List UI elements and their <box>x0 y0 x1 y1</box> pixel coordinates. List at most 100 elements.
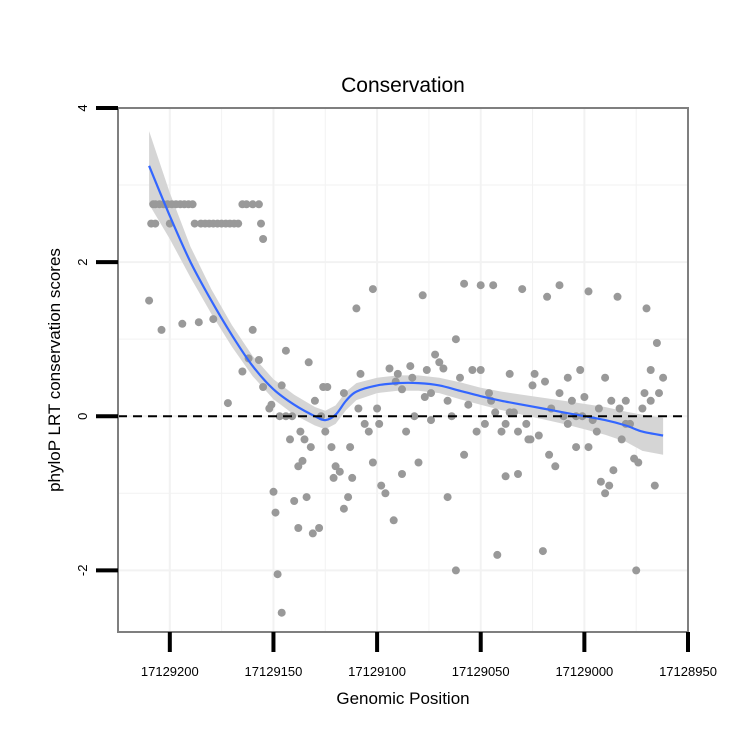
data-point <box>248 200 257 209</box>
y-axis-label: phyloP LRT conservation scores <box>45 248 64 492</box>
data-point <box>360 419 369 428</box>
data-point <box>364 427 373 436</box>
data-point <box>468 366 477 374</box>
data-point <box>420 393 429 401</box>
data-point <box>427 389 435 398</box>
data-point <box>472 427 481 436</box>
data-point <box>302 493 311 502</box>
data-point <box>335 467 344 476</box>
data-point <box>354 404 363 413</box>
data-point <box>393 369 402 378</box>
data-point <box>451 335 460 344</box>
data-point <box>431 350 440 359</box>
data-point <box>596 477 605 486</box>
data-point <box>443 396 452 405</box>
data-point <box>267 400 276 409</box>
data-point <box>368 458 377 467</box>
y-tick-label: -2 <box>75 565 90 577</box>
data-point <box>346 443 355 452</box>
data-point <box>659 373 668 382</box>
data-point <box>323 383 332 391</box>
data-point <box>501 472 510 481</box>
data-point <box>480 419 489 428</box>
data-point <box>493 550 502 559</box>
data-point <box>321 427 330 436</box>
data-point <box>269 487 278 496</box>
data-point <box>524 435 533 444</box>
data-point <box>640 389 649 398</box>
data-point <box>567 396 576 405</box>
data-point <box>209 315 218 324</box>
data-point <box>609 466 618 475</box>
x-tick-label: 17129100 <box>348 664 406 679</box>
data-point <box>642 304 651 313</box>
data-point <box>306 443 315 452</box>
data-point <box>327 443 336 452</box>
data-point <box>584 287 593 296</box>
data-point <box>254 200 263 209</box>
data-point <box>528 381 537 390</box>
data-point <box>443 493 452 502</box>
data-point <box>315 524 324 532</box>
data-point <box>476 366 485 374</box>
data-point <box>273 570 282 579</box>
data-point <box>514 427 522 436</box>
data-point <box>259 383 268 391</box>
data-point <box>296 427 305 436</box>
data-point <box>456 373 464 382</box>
data-point <box>617 435 626 444</box>
y-tick-label: 4 <box>75 104 90 111</box>
data-point <box>398 385 406 394</box>
data-point <box>259 235 268 243</box>
data-point <box>368 285 377 294</box>
data-point <box>563 419 572 428</box>
data-point <box>308 529 317 538</box>
data-point <box>294 462 303 471</box>
data-point <box>491 408 500 417</box>
data-point <box>190 219 199 228</box>
data-point <box>277 608 286 617</box>
data-point <box>234 219 243 228</box>
data-point <box>650 481 659 490</box>
data-point <box>613 292 622 301</box>
data-point <box>646 366 655 374</box>
data-point <box>534 431 543 440</box>
chart-title: Conservation <box>341 74 465 97</box>
data-point <box>555 389 564 398</box>
data-point <box>406 362 415 371</box>
data-point <box>294 524 303 532</box>
data-point <box>621 396 630 405</box>
data-point <box>460 279 469 288</box>
data-point <box>238 367 247 376</box>
data-point <box>410 412 419 421</box>
data-point <box>300 435 309 444</box>
data-point <box>339 504 348 513</box>
data-point <box>223 399 232 408</box>
data-point <box>584 443 593 452</box>
data-point <box>505 369 514 378</box>
data-point <box>414 458 423 467</box>
x-tick-label: 17128950 <box>659 664 717 679</box>
data-point <box>375 419 384 428</box>
data-point <box>601 373 610 382</box>
data-point <box>254 356 263 364</box>
y-axis: -2 0 2 4 <box>75 104 118 576</box>
data-point <box>418 291 427 300</box>
x-tick-label: 17129050 <box>452 664 510 679</box>
data-point <box>551 462 560 471</box>
data-point <box>497 427 506 436</box>
x-tick-label: 17129000 <box>555 664 613 679</box>
data-point <box>464 400 473 409</box>
y-tick-label: 2 <box>75 259 90 266</box>
data-point <box>356 369 365 378</box>
gridlines <box>118 107 689 632</box>
plot-panel <box>117 107 689 633</box>
data-point <box>281 346 290 355</box>
data-point <box>178 319 187 328</box>
y-tick-label: 0 <box>75 413 90 420</box>
data-point <box>290 497 299 505</box>
data-point <box>348 473 357 482</box>
data-point <box>451 566 460 575</box>
data-point <box>331 462 340 471</box>
